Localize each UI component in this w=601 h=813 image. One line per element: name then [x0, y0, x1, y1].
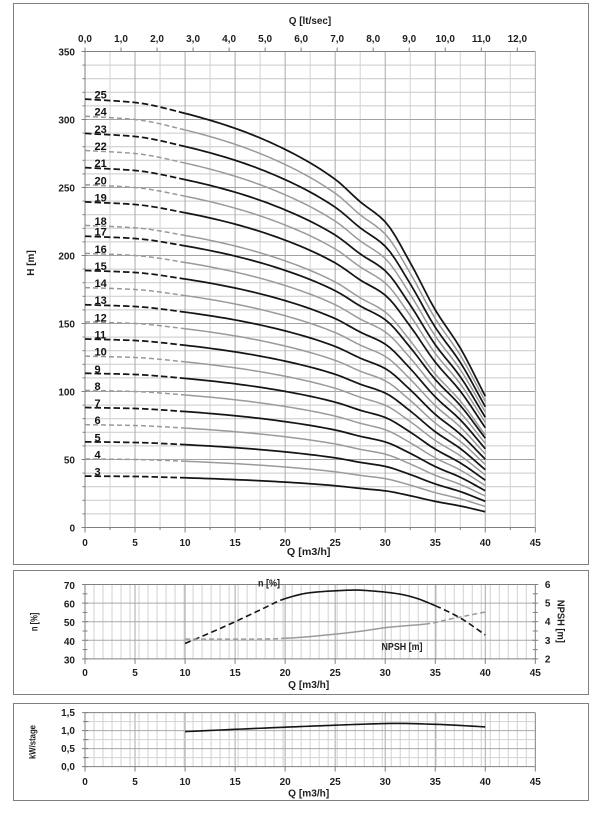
svg-text:19: 19: [95, 192, 107, 204]
svg-text:5: 5: [132, 777, 138, 788]
svg-text:3: 3: [95, 467, 101, 479]
svg-text:0,5: 0,5: [61, 744, 75, 755]
svg-text:0: 0: [69, 524, 75, 535]
svg-text:2,0: 2,0: [150, 34, 164, 45]
svg-text:12,0: 12,0: [508, 34, 528, 45]
svg-text:12: 12: [95, 312, 107, 324]
svg-text:0,0: 0,0: [61, 762, 75, 773]
svg-text:6,0: 6,0: [294, 34, 308, 45]
svg-text:5: 5: [132, 668, 138, 679]
svg-text:250: 250: [58, 184, 75, 195]
svg-text:100: 100: [58, 388, 75, 399]
svg-text:35: 35: [430, 538, 442, 549]
svg-text:45: 45: [530, 538, 542, 549]
svg-text:25: 25: [330, 538, 342, 549]
svg-text:22: 22: [95, 141, 107, 153]
svg-text:9,0: 9,0: [402, 34, 416, 45]
svg-text:1,5: 1,5: [61, 708, 75, 719]
svg-text:n [%]: n [%]: [258, 579, 280, 590]
svg-text:20: 20: [280, 777, 292, 788]
svg-text:0: 0: [82, 668, 88, 679]
svg-text:9: 9: [95, 364, 101, 376]
svg-text:30: 30: [380, 538, 392, 549]
svg-text:5: 5: [545, 599, 551, 610]
svg-text:15: 15: [230, 668, 242, 679]
svg-text:21: 21: [95, 158, 107, 170]
svg-text:Q [m3/h]: Q [m3/h]: [288, 789, 329, 800]
svg-text:30: 30: [380, 777, 392, 788]
svg-text:35: 35: [430, 668, 442, 679]
svg-text:10: 10: [95, 347, 107, 359]
svg-text:NPSH [m]: NPSH [m]: [555, 600, 566, 643]
svg-text:7,0: 7,0: [330, 34, 344, 45]
svg-text:5: 5: [132, 538, 138, 549]
svg-text:30: 30: [64, 655, 76, 666]
svg-text:10,0: 10,0: [436, 34, 456, 45]
svg-text:45: 45: [530, 777, 542, 788]
svg-text:10: 10: [180, 668, 192, 679]
svg-text:6: 6: [545, 580, 551, 591]
svg-text:4: 4: [545, 617, 551, 628]
svg-text:5: 5: [95, 432, 101, 444]
svg-text:11,0: 11,0: [472, 34, 491, 45]
svg-text:8: 8: [95, 381, 101, 393]
svg-text:kW/stage: kW/stage: [28, 725, 39, 759]
svg-text:60: 60: [64, 600, 76, 611]
svg-text:10: 10: [180, 538, 192, 549]
svg-text:3: 3: [545, 636, 551, 647]
svg-text:16: 16: [95, 244, 107, 256]
svg-text:15: 15: [230, 538, 242, 549]
svg-text:1,0: 1,0: [61, 726, 75, 737]
svg-text:20: 20: [280, 538, 292, 549]
svg-text:40: 40: [480, 668, 492, 679]
svg-text:40: 40: [480, 777, 492, 788]
svg-text:50: 50: [64, 456, 76, 467]
svg-text:H [m]: H [m]: [26, 250, 37, 276]
svg-text:6: 6: [95, 415, 101, 427]
svg-text:25: 25: [330, 668, 342, 679]
svg-text:0: 0: [82, 538, 88, 549]
svg-text:14: 14: [95, 278, 108, 290]
svg-text:15: 15: [230, 777, 242, 788]
svg-text:4: 4: [95, 449, 102, 461]
svg-text:17: 17: [95, 227, 107, 239]
svg-text:15: 15: [95, 261, 107, 273]
svg-text:4,0: 4,0: [222, 34, 236, 45]
svg-text:13: 13: [95, 295, 107, 307]
svg-text:30: 30: [380, 668, 392, 679]
svg-text:3,0: 3,0: [186, 34, 200, 45]
svg-text:Q [lt/sec]: Q [lt/sec]: [289, 15, 332, 27]
svg-text:150: 150: [58, 320, 75, 331]
svg-text:40: 40: [480, 538, 492, 549]
svg-text:n [%]: n [%]: [30, 613, 41, 632]
svg-text:25: 25: [95, 90, 107, 102]
svg-text:11: 11: [95, 330, 107, 342]
svg-text:45: 45: [530, 668, 542, 679]
svg-text:300: 300: [58, 116, 75, 127]
svg-text:2: 2: [545, 654, 551, 665]
svg-text:NPSH [m]: NPSH [m]: [382, 642, 423, 653]
svg-text:18: 18: [95, 216, 107, 228]
svg-text:70: 70: [64, 581, 76, 592]
svg-text:24: 24: [95, 107, 108, 119]
svg-text:50: 50: [64, 618, 76, 629]
svg-text:5,0: 5,0: [258, 34, 272, 45]
svg-text:200: 200: [58, 252, 75, 263]
svg-text:20: 20: [280, 668, 292, 679]
svg-text:40: 40: [64, 637, 76, 648]
svg-text:7: 7: [95, 398, 101, 410]
svg-text:25: 25: [330, 777, 342, 788]
svg-text:350: 350: [58, 48, 75, 59]
svg-text:20: 20: [95, 175, 107, 187]
svg-text:Q [m3/h]: Q [m3/h]: [287, 546, 331, 558]
svg-text:0,0: 0,0: [78, 34, 92, 45]
svg-text:35: 35: [430, 777, 442, 788]
svg-text:0: 0: [82, 777, 88, 788]
svg-text:Q [m3/h]: Q [m3/h]: [288, 680, 329, 691]
svg-text:10: 10: [180, 777, 192, 788]
svg-text:8,0: 8,0: [366, 34, 380, 45]
svg-text:1,0: 1,0: [114, 34, 128, 45]
svg-text:23: 23: [95, 124, 107, 136]
